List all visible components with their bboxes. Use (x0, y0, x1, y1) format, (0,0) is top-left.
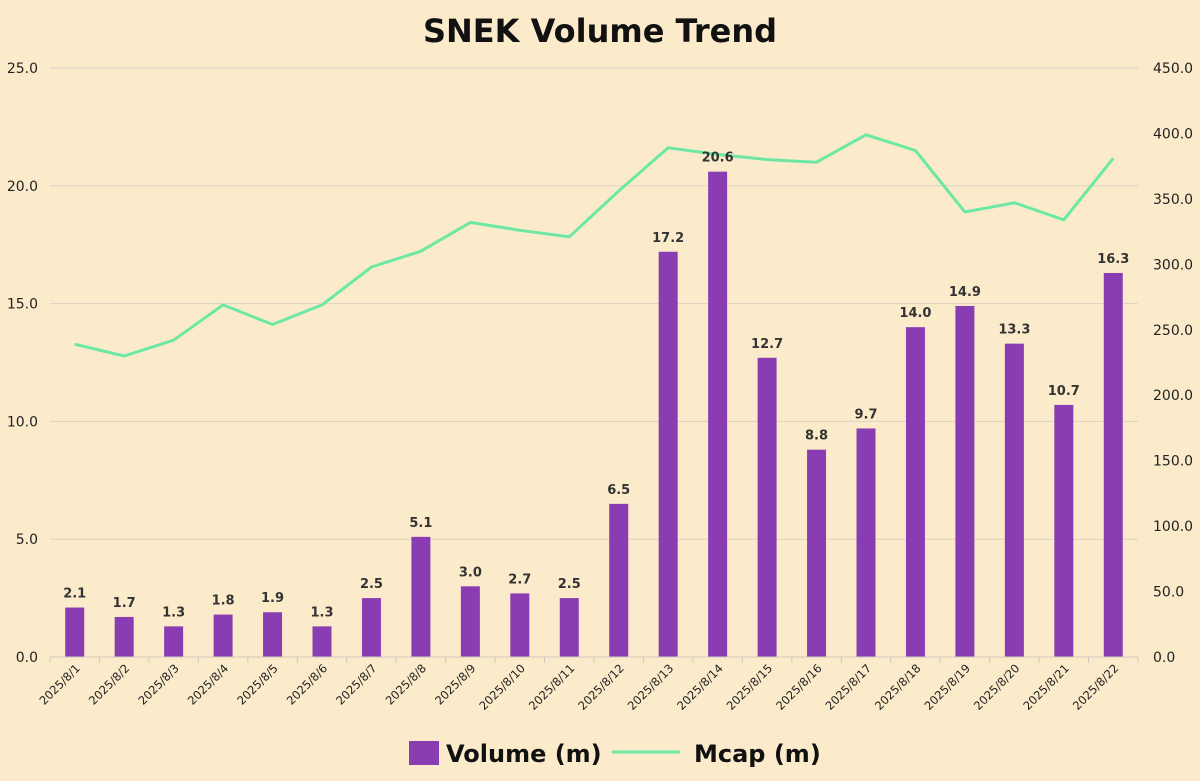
x-tick-label: 2025/8/11 (526, 661, 578, 713)
left-tick-label: 25.0 (7, 61, 38, 77)
bar (510, 593, 530, 657)
bar (263, 612, 283, 657)
bar (460, 586, 480, 657)
bar (312, 626, 332, 657)
x-tick-label: 2025/8/16 (773, 661, 825, 713)
right-tick-label: 200.0 (1153, 388, 1193, 404)
left-tick-label: 15.0 (7, 297, 38, 313)
bar-value-label: 16.3 (1097, 252, 1129, 267)
x-tick-label: 2025/8/14 (674, 661, 726, 713)
right-axis-ticks: 0.0 50.0 100.0 150.0 200.0 250.0 300.0 350.0 400… (1153, 61, 1193, 666)
bar-data-labels: 2.1 1.7 1.3 1.8 1.9 1.3 2.5 5.1 3.0 2.7 2.5 6.5 17.2… (63, 151, 1129, 621)
bar (658, 251, 678, 657)
x-tick-label: 2025/8/18 (872, 661, 924, 713)
right-tick-label: 0.0 (1153, 650, 1175, 666)
bar-value-label: 13.3 (998, 323, 1030, 338)
left-tick-label: 10.0 (7, 414, 38, 430)
bar-value-label: 3.0 (459, 565, 482, 580)
x-tick-label: 2025/8/4 (185, 661, 231, 707)
bar (1103, 272, 1123, 657)
mcap-series-line (74, 133, 1115, 358)
legend-mcap-label: Mcap (m) (694, 740, 821, 768)
bar (114, 616, 134, 657)
mcap-line (74, 133, 1115, 358)
bar-value-label: 6.5 (607, 483, 630, 498)
x-tick-label: 2025/8/9 (432, 661, 478, 707)
left-tick-label: 20.0 (7, 179, 38, 195)
volume-bars (65, 171, 1123, 657)
bar (164, 626, 184, 657)
grid-lines (50, 67, 1138, 540)
x-tick-label: 2025/8/8 (383, 661, 429, 707)
x-tick-label: 2025/8/3 (135, 661, 181, 707)
x-tick-label: 2025/8/2 (86, 661, 132, 707)
x-tick-label: 2025/8/20 (971, 661, 1023, 713)
bar (856, 428, 876, 657)
bar-value-label: 2.5 (558, 577, 581, 592)
bar-value-label: 1.9 (261, 591, 284, 606)
bar-value-label: 10.7 (1048, 384, 1080, 399)
bar-value-label: 1.7 (113, 596, 136, 611)
x-tick-label: 2025/8/12 (575, 661, 627, 713)
bar (65, 607, 85, 657)
x-tick-label: 2025/8/17 (823, 661, 875, 713)
x-tick-label: 2025/8/15 (724, 661, 776, 713)
bar-value-label: 17.2 (652, 231, 684, 246)
bar-value-label: 2.7 (508, 572, 531, 587)
bar-value-label: 1.3 (162, 605, 185, 620)
left-tick-label: 0.0 (16, 650, 38, 666)
bar-value-label: 9.7 (854, 407, 877, 422)
right-tick-label: 100.0 (1153, 519, 1193, 535)
bar (807, 449, 827, 657)
bar (1004, 343, 1024, 657)
bar-value-label: 2.5 (360, 577, 383, 592)
bar-value-label: 12.7 (751, 337, 783, 352)
bar (905, 327, 925, 657)
bar (708, 171, 728, 657)
x-tick-label: 2025/8/13 (625, 661, 677, 713)
bar (609, 503, 629, 657)
bar (213, 614, 233, 657)
x-tick-label: 2025/8/7 (333, 661, 379, 707)
bar-value-label: 1.3 (310, 605, 333, 620)
bar-value-label: 14.0 (899, 306, 931, 321)
right-tick-label: 450.0 (1153, 61, 1193, 77)
left-tick-label: 5.0 (16, 532, 38, 548)
bar (559, 598, 579, 657)
chart-title: SNEK Volume Trend (423, 12, 777, 50)
bar-value-label: 1.8 (212, 594, 235, 609)
right-tick-label: 50.0 (1153, 585, 1184, 601)
right-tick-label: 300.0 (1153, 257, 1193, 273)
bar (361, 598, 381, 657)
bar (955, 305, 975, 657)
bar (411, 536, 431, 657)
x-tick-label: 2025/8/19 (921, 661, 973, 713)
x-tick-label: 2025/8/21 (1020, 661, 1072, 713)
left-axis-ticks: 0.0 5.0 10.0 15.0 20.0 25.0 (7, 61, 38, 666)
legend: Volume (m) Mcap (m) (409, 740, 821, 768)
right-tick-label: 350.0 (1153, 192, 1193, 208)
x-tick-label: 2025/8/10 (476, 661, 528, 713)
x-axis: 2025/8/1 2025/8/2 2025/8/3 2025/8/4 2025/8/5… (36, 656, 1139, 713)
x-tick-label: 2025/8/5 (234, 661, 280, 707)
bar-value-label: 20.6 (702, 151, 734, 166)
bar-value-label: 2.1 (63, 587, 86, 602)
right-tick-label: 400.0 (1153, 126, 1193, 142)
bar-value-label: 8.8 (805, 429, 828, 444)
bar-value-label: 5.1 (409, 516, 432, 531)
bar (757, 357, 777, 657)
x-tick-label: 2025/8/1 (36, 661, 82, 707)
right-tick-label: 150.0 (1153, 454, 1193, 470)
x-tick-label: 2025/8/22 (1070, 661, 1122, 713)
x-tick-label: 2025/8/6 (284, 661, 330, 707)
bar-value-label: 14.9 (949, 285, 981, 300)
legend-volume-swatch (409, 741, 439, 765)
bar (1054, 404, 1074, 657)
legend-volume-label: Volume (m) (446, 740, 602, 768)
right-tick-label: 250.0 (1153, 323, 1193, 339)
